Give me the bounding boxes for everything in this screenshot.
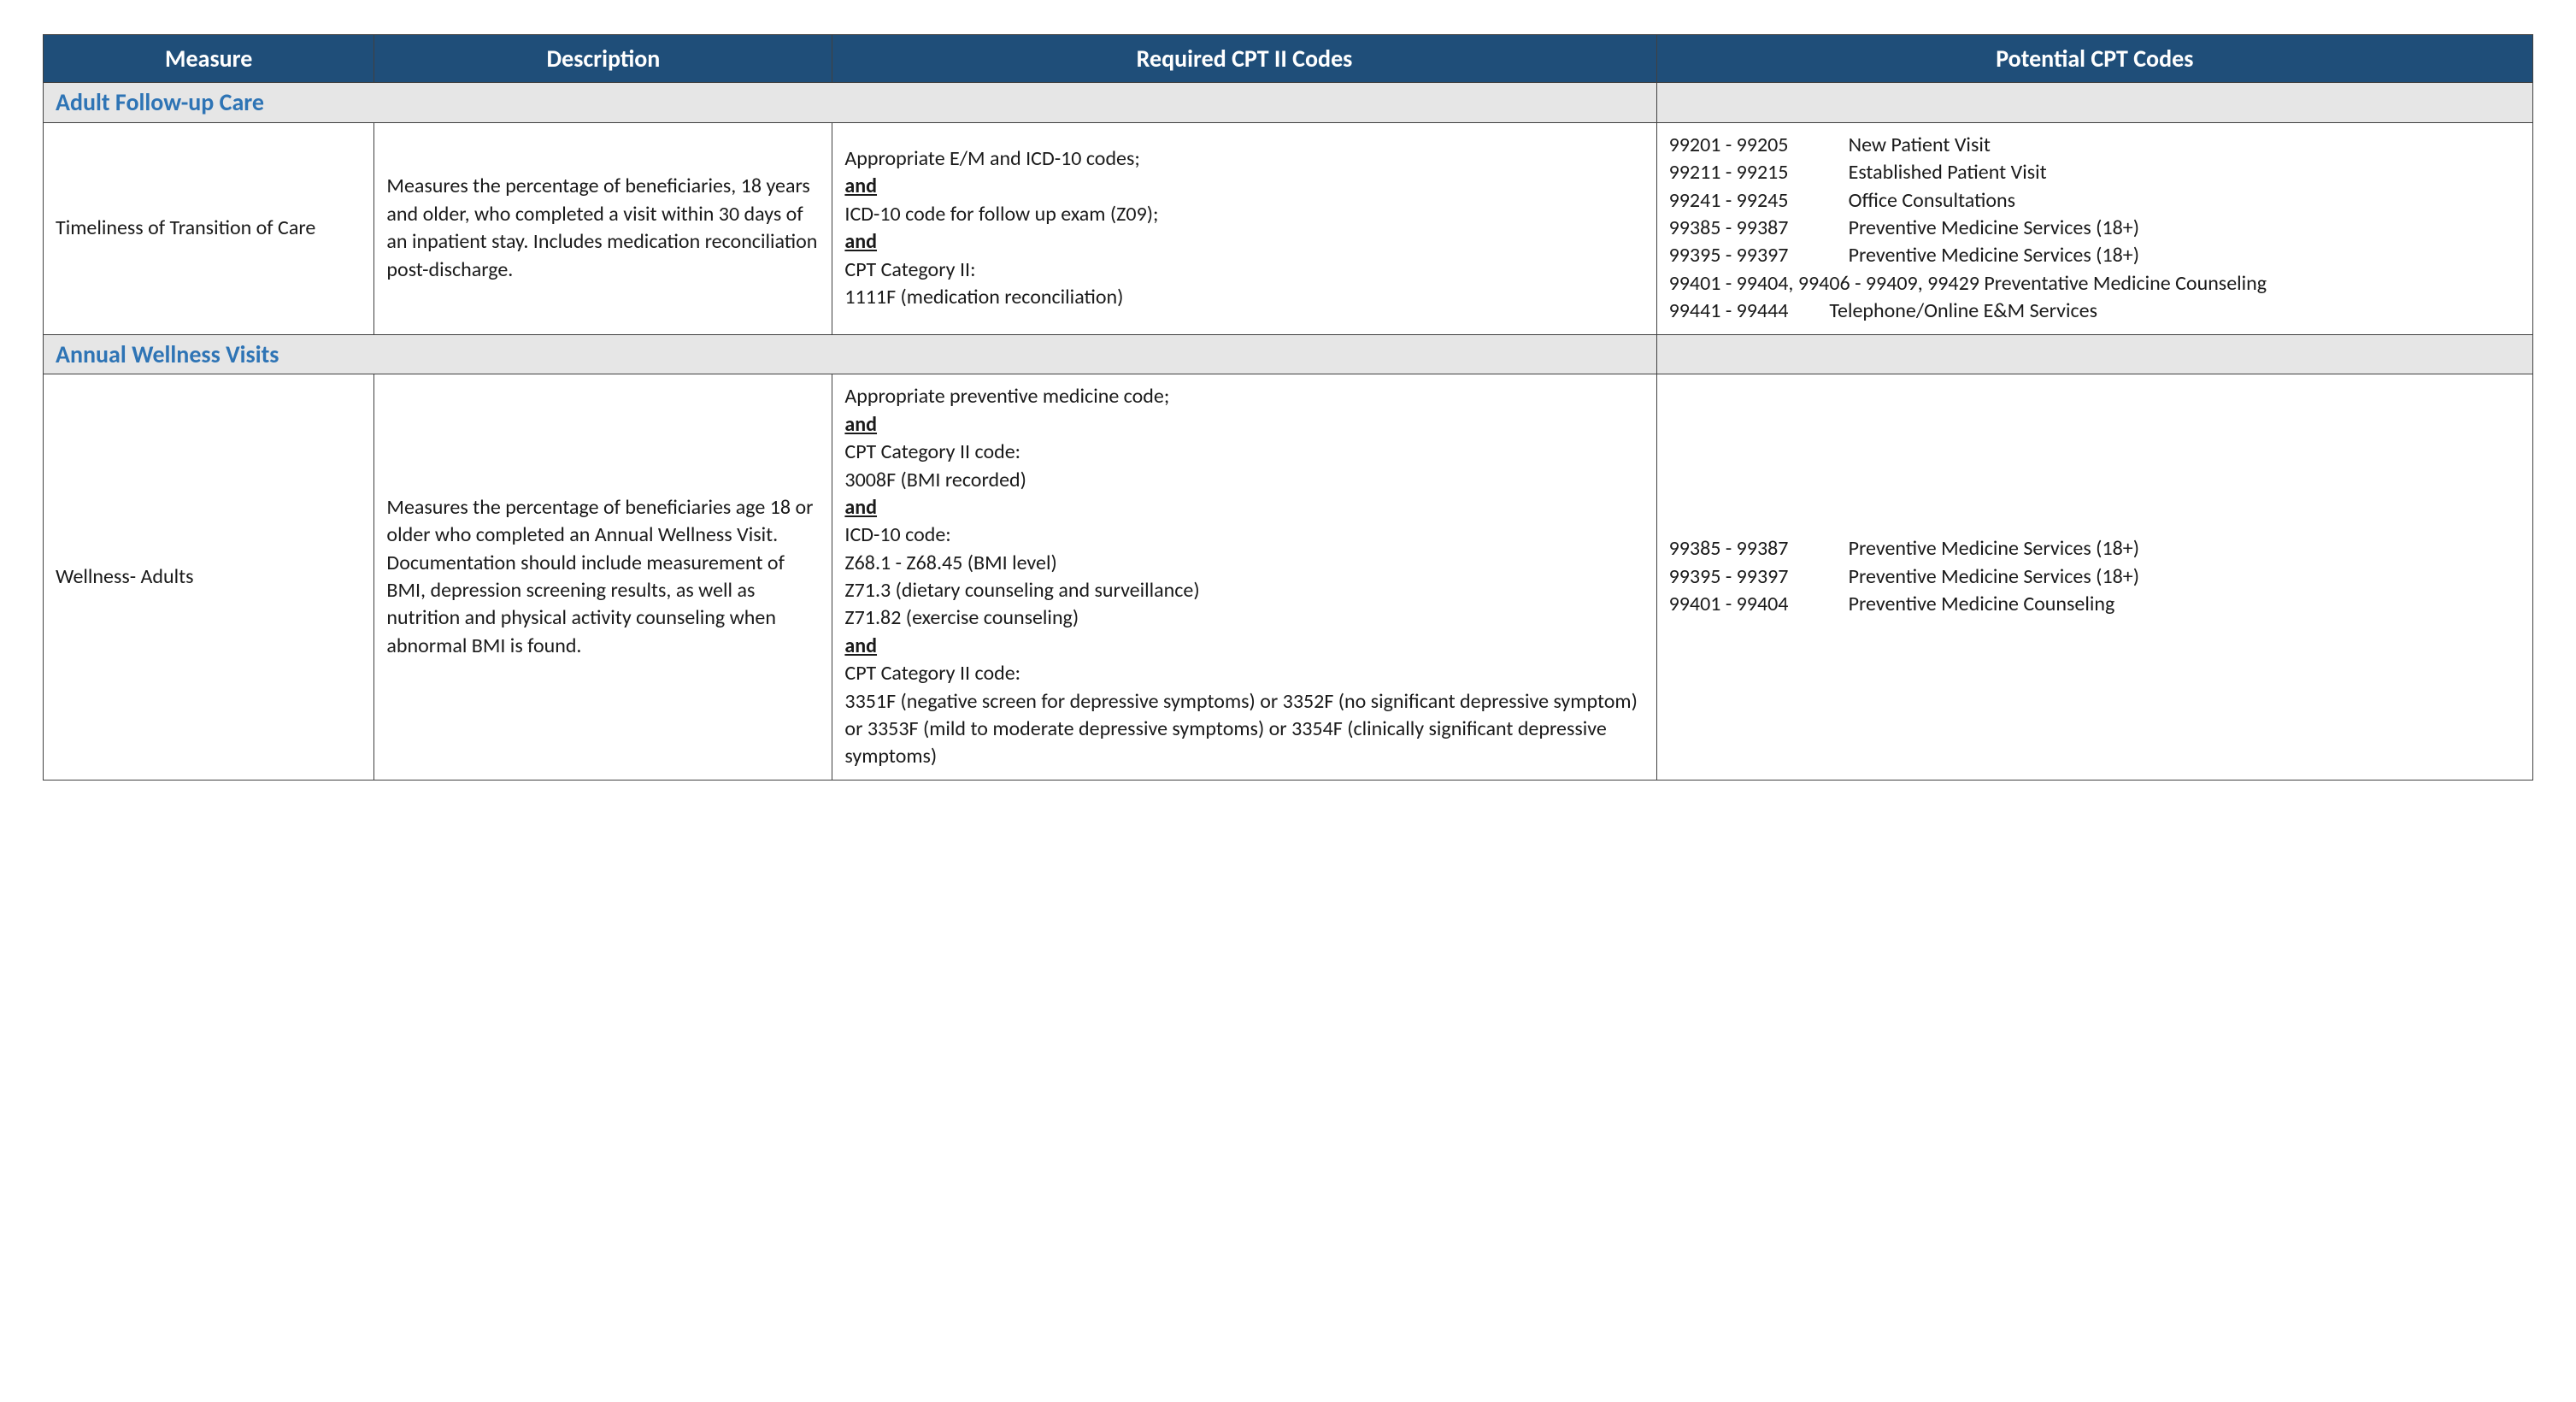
- page: Measure Description Required CPT II Code…: [0, 0, 2576, 815]
- code-label: New Patient Visit: [1849, 132, 1991, 159]
- section-header-row: Adult Follow-up Care: [44, 83, 2533, 123]
- section-blank-cell: [1656, 83, 2532, 123]
- potential-code-line: 99201 - 99205New Patient Visit: [1669, 132, 2520, 159]
- required-code-line: 3008F (BMI recorded): [844, 467, 1644, 494]
- code-label: Preventive Medicine Services (18+): [1849, 535, 2139, 563]
- cpt-codes-table: Measure Description Required CPT II Code…: [43, 34, 2533, 781]
- section-title: Annual Wellness Visits: [44, 334, 1657, 374]
- section-header-row: Annual Wellness Visits: [44, 334, 2533, 374]
- cell-required-codes: Appropriate preventive medicine code;and…: [832, 374, 1656, 780]
- table-header: Measure Description Required CPT II Code…: [44, 35, 2533, 83]
- and-connector: and: [844, 494, 1644, 521]
- and-connector: and: [844, 411, 1644, 439]
- code-range: 99201 - 99205: [1669, 132, 1849, 159]
- required-code-line: ICD-10 code for follow up exam (Z09);: [844, 201, 1644, 228]
- section-title: Adult Follow-up Care: [44, 83, 1657, 123]
- potential-code-line: 99241 - 99245Office Consultations: [1669, 187, 2520, 215]
- cell-description: Measures the percentage of beneficiaries…: [374, 122, 832, 334]
- required-code-line: Z71.3 (dietary counseling and surveillan…: [844, 577, 1644, 604]
- code-range: 99385 - 99387: [1669, 215, 1849, 242]
- potential-code-line: 99441 - 99444 Telephone/Online E&M Servi…: [1669, 297, 2520, 325]
- required-code-line: Z71.82 (exercise counseling): [844, 604, 1644, 632]
- required-code-line: CPT Category II code:: [844, 660, 1644, 687]
- required-code-line: Appropriate E/M and ICD-10 codes;: [844, 145, 1644, 173]
- table-body: Adult Follow-up CareTimeliness of Transi…: [44, 83, 2533, 781]
- required-code-line: CPT Category II code:: [844, 439, 1644, 466]
- required-code-line: 1111F (medication reconciliation): [844, 284, 1644, 311]
- required-code-line: 3351F (negative screen for depressive sy…: [844, 688, 1644, 771]
- code-range: 99395 - 99397: [1669, 242, 1849, 269]
- code-range: 99395 - 99397: [1669, 563, 1849, 591]
- cell-potential-codes: 99201 - 99205New Patient Visit99211 - 99…: [1656, 122, 2532, 334]
- required-code-line: ICD-10 code:: [844, 521, 1644, 549]
- required-code-line: CPT Category II:: [844, 256, 1644, 284]
- code-label: Preventive Medicine Counseling: [1849, 591, 2115, 618]
- cell-description: Measures the percentage of beneficiaries…: [374, 374, 832, 780]
- cell-required-codes: Appropriate E/M and ICD-10 codes;andICD-…: [832, 122, 1656, 334]
- potential-code-line: 99211 - 99215Established Patient Visit: [1669, 159, 2520, 186]
- potential-code-line: 99385 - 99387Preventive Medicine Service…: [1669, 535, 2520, 563]
- potential-code-line: 99385 - 99387Preventive Medicine Service…: [1669, 215, 2520, 242]
- col-header-description: Description: [374, 35, 832, 83]
- cell-measure: Timeliness of Transition of Care: [44, 122, 374, 334]
- required-code-line: Z68.1 - Z68.45 (BMI level): [844, 550, 1644, 577]
- potential-code-line: 99395 - 99397Preventive Medicine Service…: [1669, 563, 2520, 591]
- and-connector: and: [844, 173, 1644, 200]
- code-range: 99241 - 99245: [1669, 187, 1849, 215]
- code-label: Preventive Medicine Services (18+): [1849, 242, 2139, 269]
- and-connector: and: [844, 633, 1644, 660]
- potential-code-line: 99395 - 99397Preventive Medicine Service…: [1669, 242, 2520, 269]
- col-header-measure: Measure: [44, 35, 374, 83]
- table-row: Wellness- AdultsMeasures the percentage …: [44, 374, 2533, 780]
- col-header-required: Required CPT II Codes: [832, 35, 1656, 83]
- potential-code-line: 99401 - 99404, 99406 - 99409, 99429 Prev…: [1669, 270, 2520, 297]
- potential-code-line: 99401 - 99404Preventive Medicine Counsel…: [1669, 591, 2520, 618]
- code-range: 99211 - 99215: [1669, 159, 1849, 186]
- code-label: Established Patient Visit: [1849, 159, 2047, 186]
- required-code-line: Appropriate preventive medicine code;: [844, 383, 1644, 410]
- cell-measure: Wellness- Adults: [44, 374, 374, 780]
- code-range: 99385 - 99387: [1669, 535, 1849, 563]
- table-row: Timeliness of Transition of CareMeasures…: [44, 122, 2533, 334]
- cell-potential-codes: 99385 - 99387Preventive Medicine Service…: [1656, 374, 2532, 780]
- section-blank-cell: [1656, 334, 2532, 374]
- col-header-potential: Potential CPT Codes: [1656, 35, 2532, 83]
- code-range: 99401 - 99404: [1669, 591, 1849, 618]
- code-label: Preventive Medicine Services (18+): [1849, 563, 2139, 591]
- code-label: Preventive Medicine Services (18+): [1849, 215, 2139, 242]
- code-label: Office Consultations: [1849, 187, 2015, 215]
- and-connector: and: [844, 228, 1644, 256]
